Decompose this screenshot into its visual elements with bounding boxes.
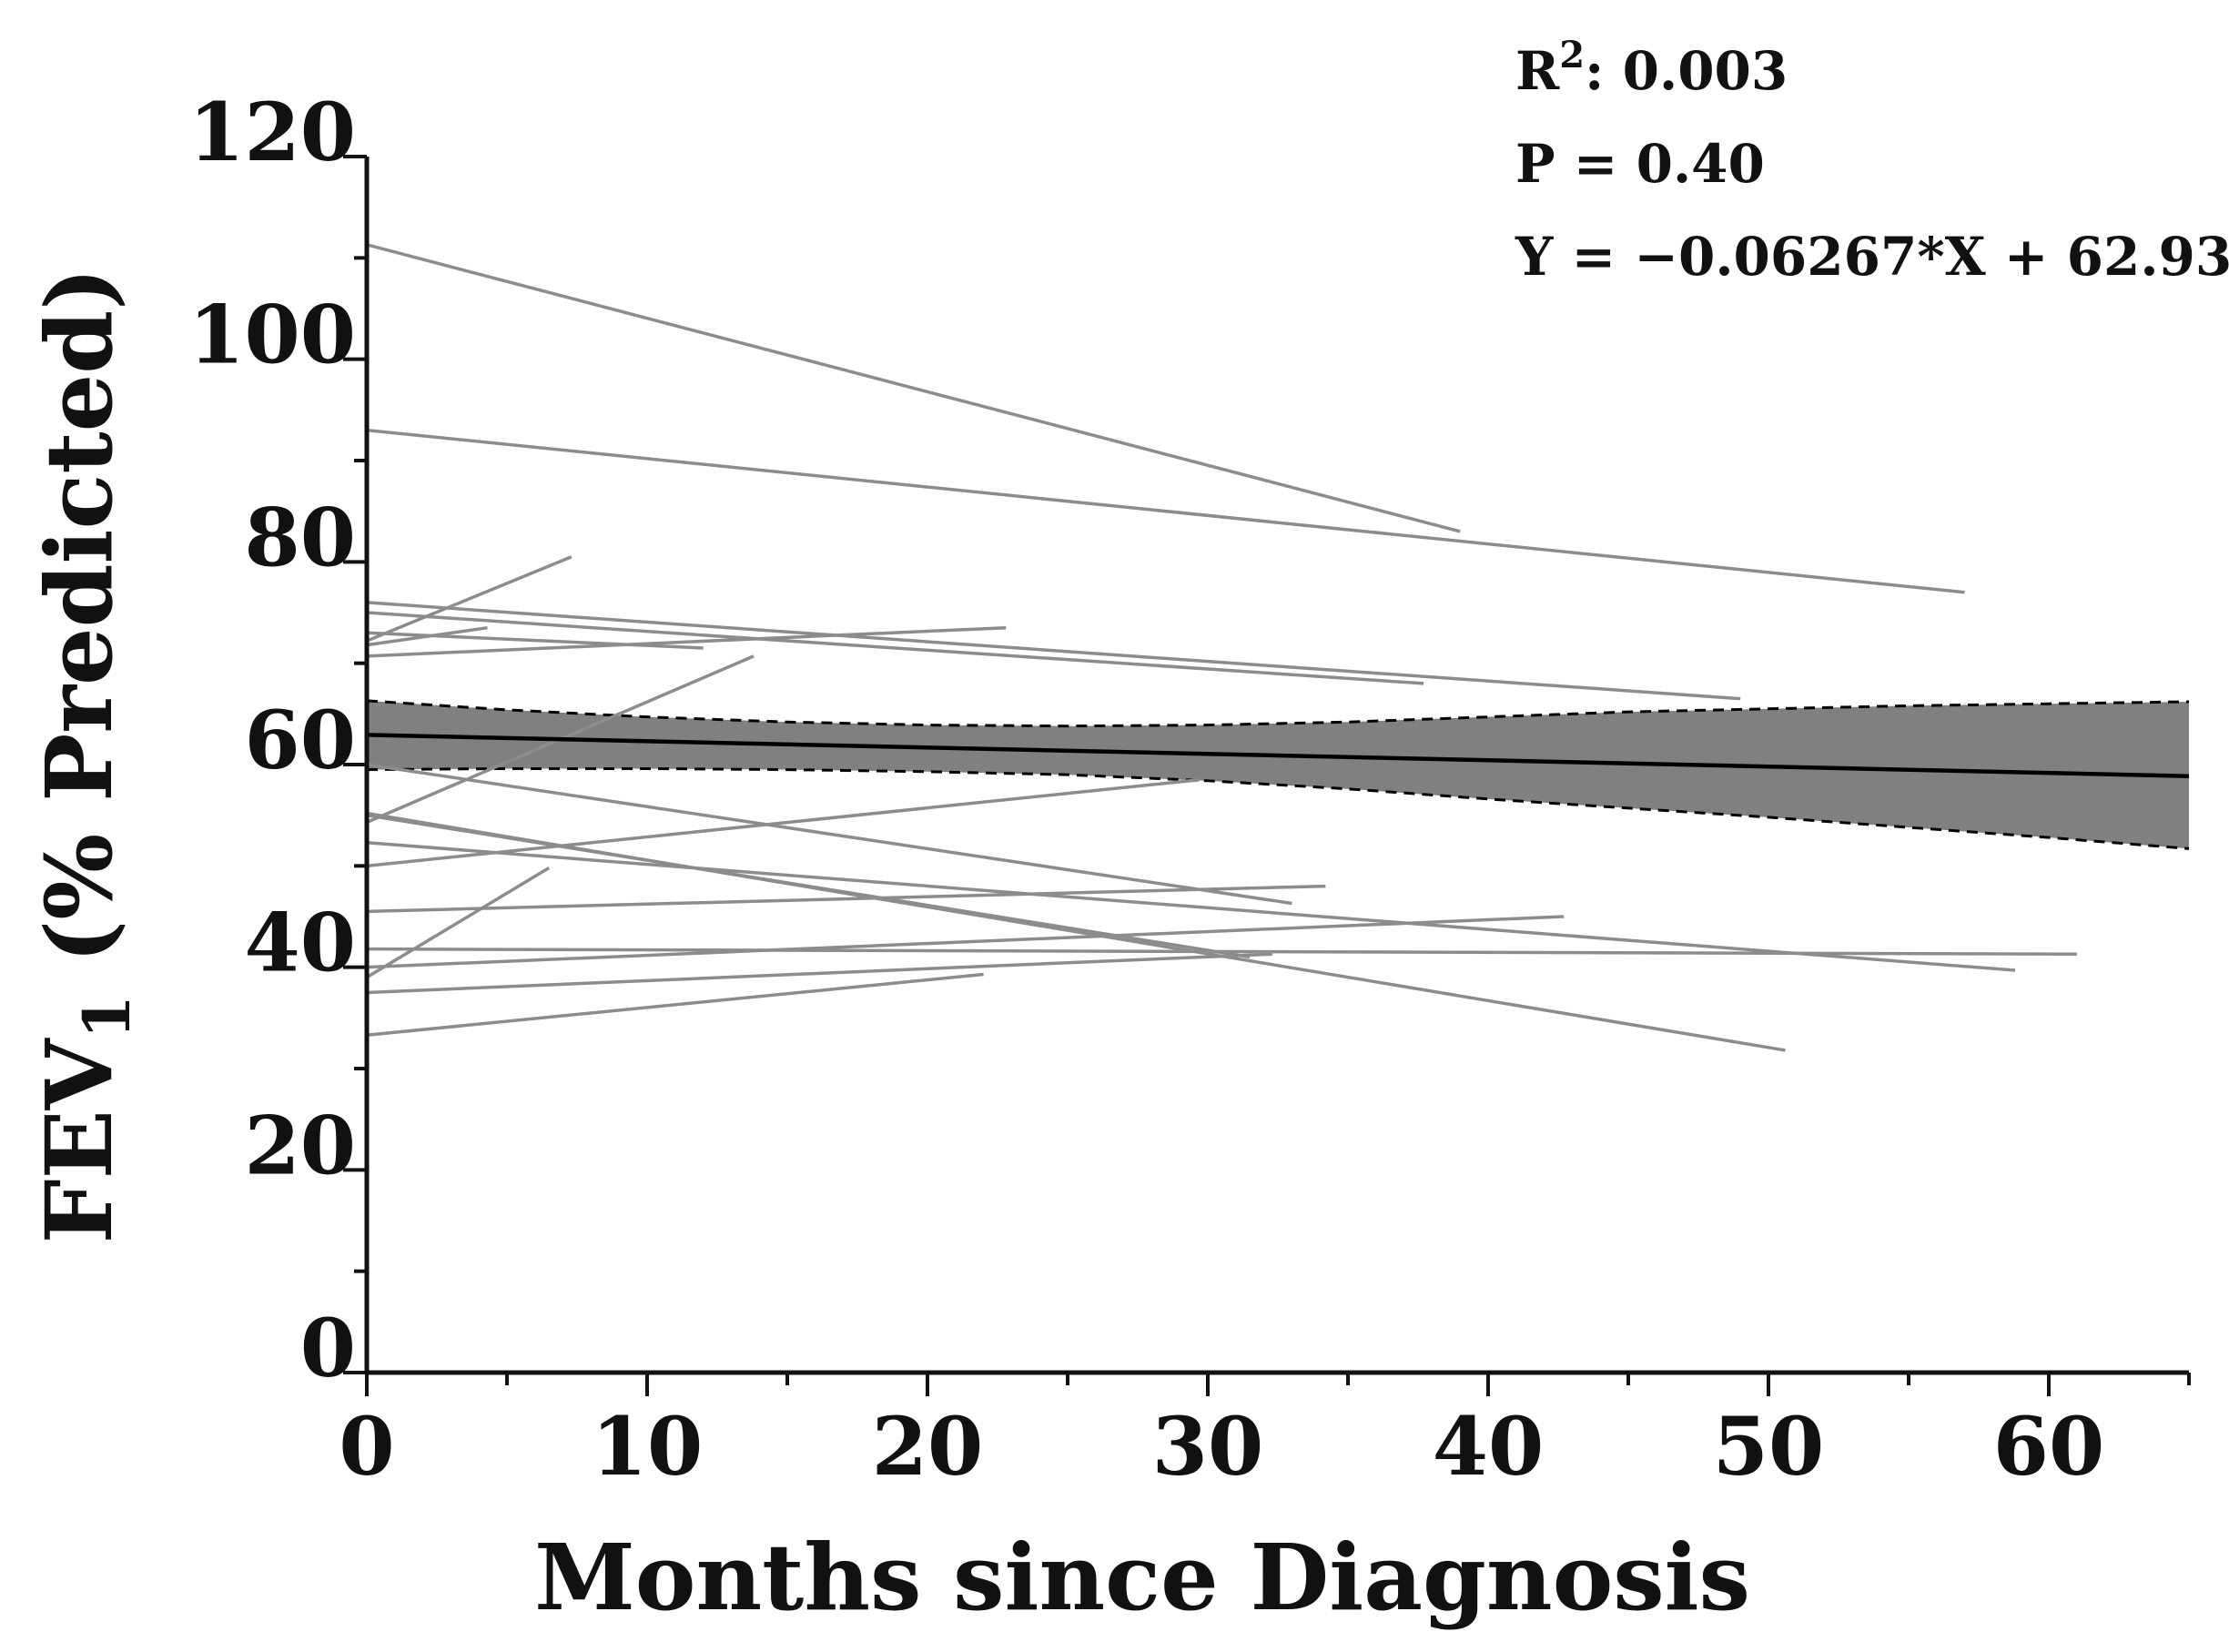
series-line-patient-3: [366, 555, 572, 643]
y-tick-label-0: 0: [300, 1301, 356, 1395]
y-tick-label-120: 120: [188, 85, 356, 179]
regression-line: [366, 733, 2190, 778]
series-line-patient-1: [366, 243, 1461, 533]
series-line-patient-15: [366, 867, 551, 979]
x-tick-label-40: 40: [1433, 1399, 1544, 1494]
series-line-patient-9: [366, 763, 1292, 906]
y-tick-label-60: 60: [245, 693, 356, 787]
series-line-patient-20: [366, 631, 704, 650]
y-axis-title: FEV1 (% Predicted): [25, 268, 145, 1244]
series-line-patient-13: [366, 777, 1200, 868]
stats-annotation: R2: 0.003 P = 0.40 Y = −0.06267*X + 62.9…: [1515, 34, 2229, 288]
series-line-patient-17: [366, 915, 1565, 969]
r-squared-superscript: 2: [1559, 34, 1585, 76]
series-line-patient-18: [366, 952, 1272, 995]
y-tick-label-40: 40: [245, 896, 356, 990]
p-value-text: P = 0.40: [1515, 133, 1765, 195]
y-tick-label-100: 100: [188, 288, 356, 382]
y-axis-title-subscript: 1: [69, 995, 145, 1039]
x-tick-label-60: 60: [1993, 1399, 2104, 1494]
series-line-patient-4: [366, 601, 1741, 701]
series-line-patient-19: [366, 972, 984, 1038]
confidence-band-area: [367, 700, 2189, 849]
series-line-patient-2: [366, 428, 1965, 594]
x-tick-label-20: 20: [872, 1399, 983, 1494]
individual-lines-group: [366, 243, 2077, 1052]
confidence-band-group: [366, 699, 2190, 850]
y-axis-title-prefix: FEV: [25, 1038, 133, 1243]
regression-equation-text: Y = −0.06267*X + 62.93: [1515, 226, 2229, 288]
axes-group: 0 20 40 60 80 100 120 0 10 20 30 40 50 60: [188, 85, 2191, 1494]
confidence-band-lower: [366, 766, 2190, 850]
r-squared-text: R2: 0.003: [1515, 34, 1788, 102]
y-tick-label-20: 20: [245, 1098, 356, 1192]
y-tick-label-80: 80: [245, 490, 356, 584]
x-tick-label-30: 30: [1152, 1399, 1263, 1494]
series-line-patient-12: [366, 840, 2016, 972]
series-line-patient-11: [366, 811, 1786, 1052]
r-squared-label: R: [1515, 40, 1560, 102]
x-tick-label-10: 10: [592, 1399, 703, 1494]
series-line-patient-14: [366, 884, 1326, 914]
x-tick-label-50: 50: [1713, 1399, 1824, 1494]
x-axis-title: Months since Diagnosis: [534, 1524, 1750, 1631]
series-line-patient-16: [366, 947, 2077, 956]
regression-group: [366, 733, 2190, 778]
r-squared-value: : 0.003: [1585, 40, 1788, 102]
x-tick-label-0: 0: [339, 1399, 394, 1494]
series-line-patient-5: [366, 611, 1424, 685]
confidence-band-upper: [366, 699, 2190, 728]
y-axis-title-suffix: (% Predicted): [25, 268, 133, 995]
series-line-patient-6: [366, 625, 1007, 658]
